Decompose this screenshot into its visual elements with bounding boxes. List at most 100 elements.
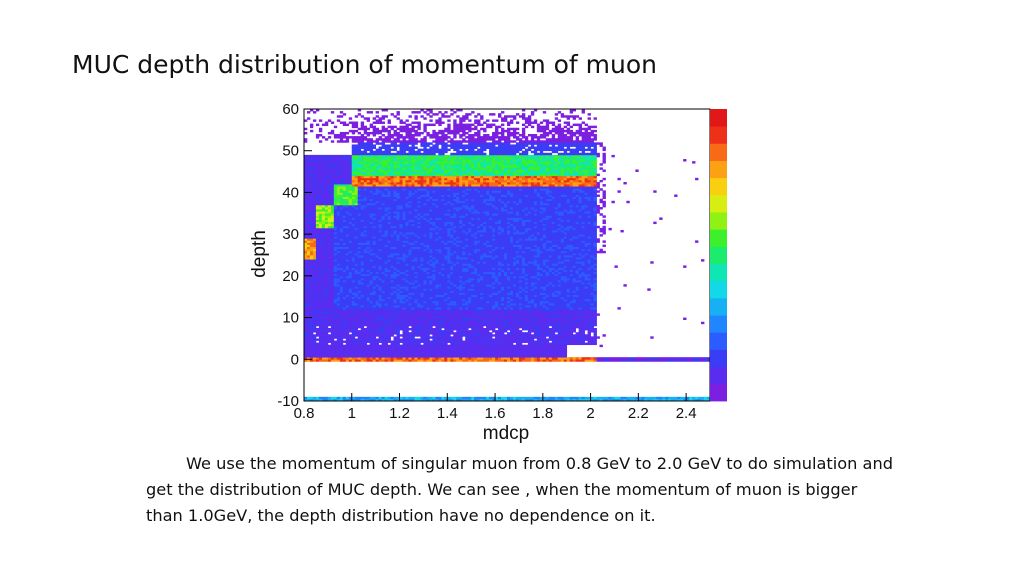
heatmap-cell	[375, 252, 379, 256]
heatmap-cell	[429, 311, 433, 314]
heatmap-cell	[315, 307, 320, 310]
heatmap-cell	[321, 323, 326, 327]
heatmap-cell	[304, 138, 308, 141]
heatmap-cell	[426, 305, 430, 308]
heatmap-cell	[372, 302, 376, 306]
heatmap-cell	[417, 267, 421, 270]
heatmap-cell	[324, 319, 329, 323]
heatmap-cell	[336, 321, 341, 325]
heatmap-cell	[429, 319, 433, 323]
heatmap-cell	[363, 290, 368, 293]
heatmap-cell	[426, 284, 430, 287]
heatmap-cell	[390, 159, 394, 162]
heatmap-cell	[402, 200, 406, 204]
heatmap-cell	[375, 156, 379, 160]
heatmap-cell	[372, 294, 376, 298]
heatmap-cell	[330, 284, 335, 287]
heatmap-cell	[339, 338, 344, 341]
heatmap-cell	[321, 227, 326, 231]
heatmap-cell	[366, 215, 371, 218]
heatmap-cell	[369, 340, 374, 343]
heatmap-cell	[330, 238, 335, 241]
heatmap-cell	[348, 165, 353, 168]
heatmap-cell	[315, 215, 320, 218]
heatmap-cell	[390, 236, 394, 239]
heatmap-cell	[360, 140, 365, 143]
heatmap-cell	[342, 273, 347, 277]
heatmap-cell	[321, 294, 326, 298]
heatmap-cell	[360, 252, 365, 256]
heatmap-cell	[336, 161, 341, 164]
heatmap-cell	[315, 280, 320, 283]
heatmap-cell	[381, 275, 385, 279]
heatmap-cell	[384, 307, 388, 310]
heatmap-cell	[351, 177, 356, 181]
heatmap-cell	[396, 305, 400, 308]
heatmap-cell	[426, 109, 430, 112]
heatmap-cell	[420, 336, 424, 339]
heatmap-cell	[336, 232, 341, 235]
heatmap-cell	[375, 129, 379, 133]
heatmap-cell	[411, 307, 415, 310]
heatmap-cell	[348, 171, 353, 175]
heatmap-cell	[381, 236, 385, 239]
heatmap-cell	[348, 246, 353, 250]
heatmap-cell	[366, 196, 371, 200]
heatmap-cell	[327, 213, 332, 216]
heatmap-cell	[387, 340, 391, 343]
heatmap-cell	[324, 334, 329, 337]
heatmap-cell	[435, 204, 439, 208]
heatmap-cell	[304, 209, 308, 212]
heatmap-cell	[330, 209, 335, 212]
heatmap-cell	[387, 323, 391, 327]
heatmap-cell	[366, 223, 371, 227]
heatmap-cell	[339, 167, 344, 170]
heatmap-cell	[384, 355, 388, 358]
heatmap-cell	[402, 271, 406, 275]
heatmap-cell	[360, 259, 365, 262]
heatmap-cell	[304, 300, 308, 304]
heatmap-cell	[304, 317, 308, 321]
heatmap-cell	[318, 244, 323, 248]
heatmap-cell	[387, 330, 391, 333]
heatmap-cell	[423, 173, 427, 177]
heatmap-cell	[312, 186, 317, 189]
heatmap-cell	[312, 227, 317, 231]
heatmap-cell	[339, 188, 344, 191]
heatmap-cell	[420, 286, 424, 289]
heatmap-cell	[390, 296, 394, 300]
heatmap-cell	[387, 184, 391, 187]
heatmap-cell	[306, 277, 311, 281]
heatmap-cell	[387, 234, 391, 237]
heatmap-cell	[354, 161, 359, 164]
heatmap-cell	[390, 248, 394, 252]
heatmap-cell	[339, 250, 344, 254]
heatmap-cell	[315, 294, 320, 298]
heatmap-cell	[366, 169, 371, 172]
heatmap-cell	[351, 325, 356, 329]
heatmap-cell	[435, 357, 439, 360]
heatmap-cell	[333, 232, 338, 235]
heatmap-cell	[435, 332, 439, 335]
heatmap-cell	[321, 154, 326, 158]
heatmap-cell	[375, 309, 379, 312]
heatmap-cell	[321, 182, 326, 185]
heatmap-cell	[369, 261, 374, 264]
heatmap-cell	[318, 300, 323, 304]
heatmap-cell	[336, 192, 341, 195]
heatmap-cell	[399, 209, 403, 212]
heatmap-cell	[408, 282, 412, 285]
heatmap-cell	[435, 234, 439, 237]
heatmap-cell	[387, 165, 391, 168]
heatmap-cell	[375, 213, 379, 216]
heatmap-cell	[306, 186, 311, 189]
heatmap-cell	[387, 336, 391, 339]
heatmap-cell	[408, 223, 412, 227]
heatmap-cell	[354, 269, 359, 273]
heatmap-cell	[345, 325, 350, 329]
heatmap-cell	[304, 334, 308, 337]
heatmap-cell	[366, 330, 371, 333]
heatmap-cell	[387, 286, 391, 289]
heatmap-cell	[342, 359, 347, 362]
heatmap-cell	[405, 284, 409, 287]
